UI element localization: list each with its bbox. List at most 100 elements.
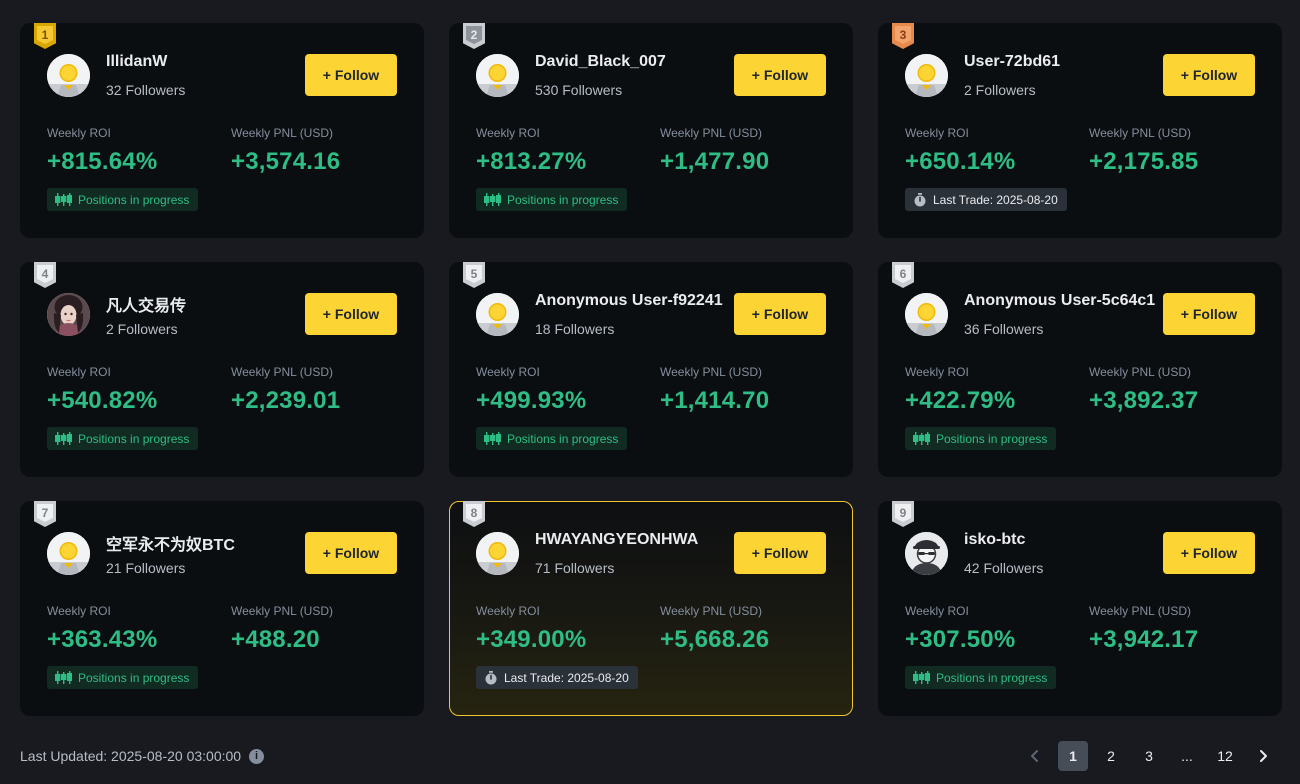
spy-avatar[interactable] bbox=[905, 532, 948, 575]
rank-badge: 4 bbox=[34, 262, 56, 288]
status-tag: Positions in progress bbox=[905, 427, 1057, 450]
follower-count: 2 Followers bbox=[964, 82, 1036, 98]
status-tag-text: Positions in progress bbox=[936, 670, 1048, 685]
follower-count: 71 Followers bbox=[535, 560, 615, 576]
trader-card[interactable]: 6 Anonymous User-5c64c1 36 Followers + F… bbox=[878, 262, 1282, 477]
trader-name[interactable]: 空军永不为奴BTC bbox=[106, 537, 235, 554]
default-avatar[interactable] bbox=[476, 293, 519, 336]
status-tag: Last Trade: 2025-08-20 bbox=[905, 188, 1067, 211]
trader-name[interactable]: David_Black_007 bbox=[535, 53, 666, 70]
weekly-roi-value: +815.64% bbox=[47, 148, 158, 175]
info-icon[interactable]: i bbox=[249, 748, 265, 764]
follow-button[interactable]: + Follow bbox=[1163, 54, 1255, 96]
trader-card[interactable]: 7 空军永不为奴BTC 21 Followers + Follow Weekly… bbox=[20, 501, 424, 716]
default-avatar[interactable] bbox=[476, 54, 519, 97]
trader-name[interactable]: 凡人交易传 bbox=[106, 298, 187, 315]
trader-card[interactable]: 8 HWAYANGYEONHWA 71 Followers + Follow W… bbox=[449, 501, 853, 716]
weekly-pnl-label: Weekly PNL (USD) bbox=[1089, 126, 1192, 140]
weekly-pnl-value: +3,574.16 bbox=[231, 148, 341, 175]
rank-number: 7 bbox=[37, 504, 53, 522]
trader-name[interactable]: HWAYANGYEONHWA bbox=[535, 531, 699, 548]
weekly-pnl-label: Weekly PNL (USD) bbox=[1089, 604, 1192, 618]
default-avatar[interactable] bbox=[47, 532, 90, 575]
follower-count: 530 Followers bbox=[535, 82, 623, 98]
rank-number: 5 bbox=[466, 265, 482, 283]
candlestick-icon bbox=[55, 432, 72, 445]
follower-count: 2 Followers bbox=[106, 321, 178, 337]
trader-card[interactable]: 1 IllidanW 32 Followers + Follow Weekly … bbox=[20, 23, 424, 238]
weekly-pnl-label: Weekly PNL (USD) bbox=[231, 604, 334, 618]
weekly-roi-value: +363.43% bbox=[47, 626, 158, 653]
trader-card[interactable]: 2 David_Black_007 530 Followers + Follow… bbox=[449, 23, 853, 238]
page-number-2[interactable]: 2 bbox=[1107, 748, 1115, 764]
weekly-roi-value: +813.27% bbox=[476, 148, 587, 175]
status-tag-text: Positions in progress bbox=[507, 192, 619, 207]
rank-number: 3 bbox=[895, 26, 911, 44]
trader-card[interactable]: 4 凡人交易传 2 Followers + Follow Weekly ROI … bbox=[20, 262, 424, 477]
status-tag-text: Last Trade: 2025-08-20 bbox=[504, 670, 629, 685]
default-avatar[interactable] bbox=[905, 54, 948, 97]
follower-count: 21 Followers bbox=[106, 560, 186, 576]
page-number-1[interactable]: 1 bbox=[1058, 741, 1088, 771]
follower-count: 36 Followers bbox=[964, 321, 1044, 337]
weekly-roi-label: Weekly ROI bbox=[905, 604, 969, 618]
follow-button[interactable]: + Follow bbox=[1163, 293, 1255, 335]
photo-avatar[interactable] bbox=[47, 293, 90, 336]
follow-button[interactable]: + Follow bbox=[1163, 532, 1255, 574]
weekly-pnl-value: +3,892.37 bbox=[1089, 387, 1199, 414]
default-avatar[interactable] bbox=[47, 54, 90, 97]
trader-name[interactable]: Anonymous User-5c64c1 bbox=[964, 292, 1156, 309]
rank-number: 1 bbox=[37, 26, 53, 44]
next-page-chevron-right-icon[interactable] bbox=[1248, 741, 1278, 771]
pagination: 1 2 3... 12 bbox=[1020, 741, 1286, 771]
weekly-pnl-value: +3,942.17 bbox=[1089, 626, 1199, 653]
last-updated-text: Last Updated: 2025-08-20 03:00:00 bbox=[20, 748, 242, 764]
candlestick-icon bbox=[913, 671, 930, 684]
default-avatar[interactable] bbox=[476, 532, 519, 575]
status-tag-text: Last Trade: 2025-08-20 bbox=[933, 192, 1058, 207]
timer-icon bbox=[913, 192, 927, 207]
follower-count: 32 Followers bbox=[106, 82, 186, 98]
follow-button[interactable]: + Follow bbox=[734, 54, 826, 96]
rank-badge: 6 bbox=[892, 262, 914, 288]
rank-badge: 9 bbox=[892, 501, 914, 527]
follow-button[interactable]: + Follow bbox=[734, 293, 826, 335]
candlestick-icon bbox=[55, 671, 72, 684]
weekly-roi-label: Weekly ROI bbox=[47, 126, 111, 140]
rank-number: 4 bbox=[37, 265, 53, 283]
default-avatar[interactable] bbox=[905, 293, 948, 336]
trader-name[interactable]: User-72bd61 bbox=[964, 53, 1061, 70]
follow-button[interactable]: + Follow bbox=[305, 54, 397, 96]
trader-card[interactable]: 5 Anonymous User-f92241 18 Followers + F… bbox=[449, 262, 853, 477]
prev-page-chevron-left-icon[interactable] bbox=[1020, 741, 1050, 771]
status-tag: Positions in progress bbox=[905, 666, 1057, 689]
follower-count: 18 Followers bbox=[535, 321, 615, 337]
weekly-roi-value: +540.82% bbox=[47, 387, 158, 414]
weekly-pnl-label: Weekly PNL (USD) bbox=[1089, 365, 1192, 379]
weekly-roi-label: Weekly ROI bbox=[476, 604, 540, 618]
trader-name[interactable]: Anonymous User-f92241 bbox=[535, 292, 723, 309]
status-tag-text: Positions in progress bbox=[78, 431, 190, 446]
weekly-roi-value: +499.93% bbox=[476, 387, 587, 414]
status-tag-text: Positions in progress bbox=[936, 431, 1048, 446]
trader-card[interactable]: 9 isko-btc 42 Followers + Follow Weekly … bbox=[878, 501, 1282, 716]
rank-badge: 1 bbox=[34, 23, 56, 49]
weekly-roi-label: Weekly ROI bbox=[47, 365, 111, 379]
page-number-3[interactable]: 3 bbox=[1145, 748, 1153, 764]
follow-button[interactable]: + Follow bbox=[305, 293, 397, 335]
rank-badge: 2 bbox=[463, 23, 485, 49]
candlestick-icon bbox=[484, 432, 501, 445]
weekly-roi-value: +422.79% bbox=[905, 387, 1016, 414]
weekly-roi-label: Weekly ROI bbox=[476, 126, 540, 140]
trader-name[interactable]: IllidanW bbox=[106, 53, 168, 70]
trader-name[interactable]: isko-btc bbox=[964, 531, 1026, 548]
weekly-pnl-value: +2,175.85 bbox=[1089, 148, 1199, 175]
follow-button[interactable]: + Follow bbox=[734, 532, 826, 574]
rank-number: 6 bbox=[895, 265, 911, 283]
weekly-pnl-value: +488.20 bbox=[231, 626, 320, 653]
follow-button[interactable]: + Follow bbox=[305, 532, 397, 574]
trader-card[interactable]: 3 User-72bd61 2 Followers + Follow Weekl… bbox=[878, 23, 1282, 238]
page-number-12[interactable]: 12 bbox=[1217, 748, 1233, 764]
status-tag: Positions in progress bbox=[476, 188, 628, 211]
weekly-roi-label: Weekly ROI bbox=[905, 365, 969, 379]
